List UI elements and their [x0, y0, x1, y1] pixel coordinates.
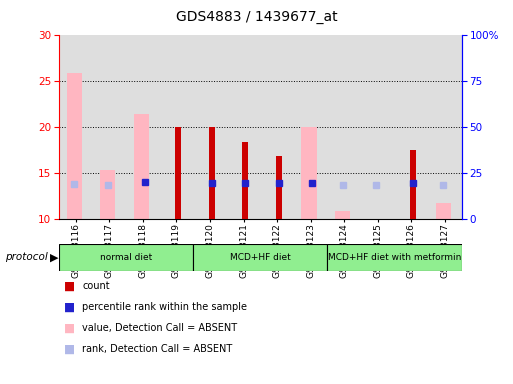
Text: ■: ■	[64, 343, 75, 356]
Bar	[193, 244, 327, 271]
Text: ■: ■	[64, 280, 75, 293]
Bar	[134, 114, 149, 219]
Bar	[175, 127, 181, 219]
Bar	[160, 35, 193, 219]
Bar	[335, 210, 350, 219]
Text: ■: ■	[64, 322, 75, 335]
Bar	[59, 35, 92, 219]
Bar	[428, 35, 462, 219]
Bar	[394, 35, 428, 219]
Bar	[294, 35, 327, 219]
Bar	[361, 35, 394, 219]
Bar	[100, 170, 115, 219]
Text: percentile rank within the sample: percentile rank within the sample	[82, 302, 247, 312]
Bar	[276, 156, 282, 219]
Text: count: count	[82, 281, 110, 291]
Bar	[193, 35, 227, 219]
Bar	[67, 73, 82, 219]
Bar	[209, 127, 215, 219]
Bar	[126, 35, 160, 219]
Bar	[260, 35, 294, 219]
Bar	[410, 150, 416, 219]
Bar	[59, 244, 193, 271]
Text: MCD+HF diet: MCD+HF diet	[230, 253, 291, 262]
Bar	[327, 244, 462, 271]
Bar	[327, 35, 361, 219]
Bar	[242, 142, 248, 219]
Text: rank, Detection Call = ABSENT: rank, Detection Call = ABSENT	[82, 344, 232, 354]
Bar	[227, 35, 260, 219]
Text: ▶: ▶	[50, 252, 58, 262]
Text: normal diet: normal diet	[100, 253, 152, 262]
Text: value, Detection Call = ABSENT: value, Detection Call = ABSENT	[82, 323, 237, 333]
Text: protocol: protocol	[5, 252, 48, 262]
Bar	[436, 203, 451, 219]
Bar	[92, 35, 126, 219]
Text: ■: ■	[64, 301, 75, 314]
Text: GDS4883 / 1439677_at: GDS4883 / 1439677_at	[175, 10, 338, 23]
Bar	[302, 127, 317, 219]
Text: MCD+HF diet with metformin: MCD+HF diet with metformin	[328, 253, 461, 262]
